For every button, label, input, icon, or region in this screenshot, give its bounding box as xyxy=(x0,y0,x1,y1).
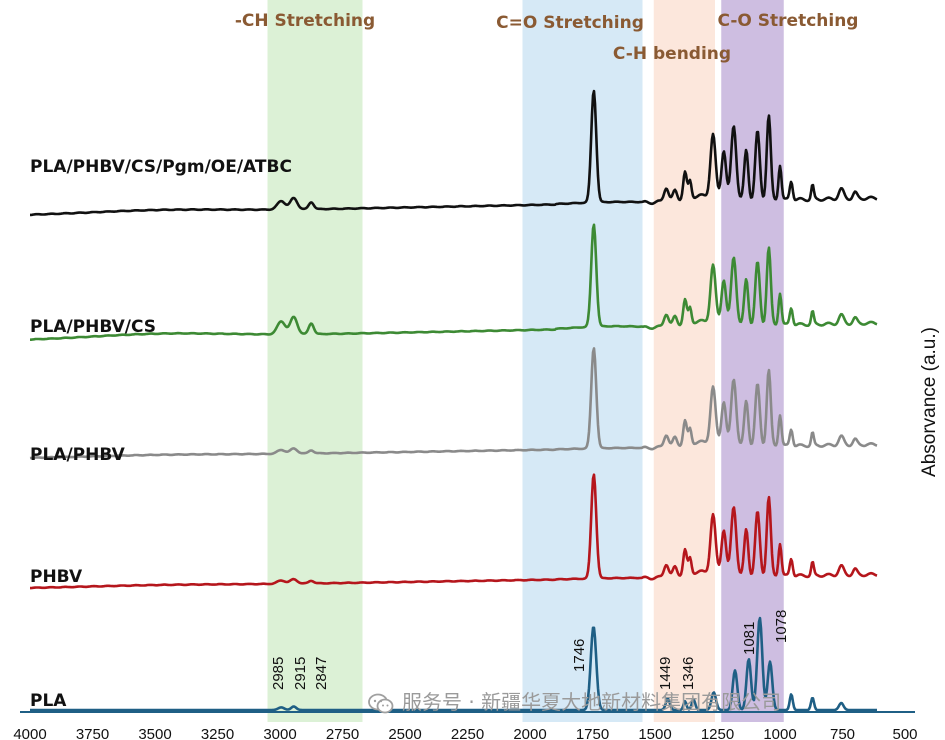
watermark-text: 服务号 · 新疆华夏大地新材料集团有限公司 xyxy=(402,690,782,714)
x-tick-label: 500 xyxy=(892,726,917,740)
band-2 xyxy=(522,0,643,722)
series-label-5: PLA xyxy=(30,691,67,711)
x-tick-label: 4000 xyxy=(13,726,46,740)
series-line-5 xyxy=(29,616,878,712)
band-label-2: C=O Stretching xyxy=(496,13,644,33)
x-tick-label: 1750 xyxy=(576,726,609,740)
x-tick-label: 3250 xyxy=(201,726,234,740)
peak-label-6: 1346 xyxy=(680,657,697,690)
y-axis-label: Absorvance (a.u.) xyxy=(919,327,940,477)
x-tick-label: 2250 xyxy=(451,726,484,740)
band-label-1: -CH Stretching xyxy=(235,11,375,31)
peak-label-3: 2847 xyxy=(313,657,330,690)
band-3 xyxy=(653,0,715,722)
band-1 xyxy=(267,0,363,722)
peak-label-4: 1746 xyxy=(571,639,588,672)
series-line-1 xyxy=(29,89,878,217)
band-label-4: C-O Stretching xyxy=(718,11,859,31)
band-layer xyxy=(267,0,784,722)
x-tick-label: 750 xyxy=(830,726,855,740)
series-line-2 xyxy=(29,223,878,341)
x-tick-label: 1500 xyxy=(638,726,671,740)
peak-label-7: 1081 xyxy=(741,622,758,655)
series-layer xyxy=(29,89,878,712)
series-line-3 xyxy=(29,347,878,460)
peak-label-5: 1449 xyxy=(657,657,674,690)
x-tick-label: 2000 xyxy=(513,726,546,740)
watermark: 服务号 · 新疆华夏大地新材料集团有限公司 xyxy=(368,686,781,715)
x-tick-label: 1000 xyxy=(763,726,796,740)
label-layer: -CH Stretching C=O Stretching C-H bending C… xyxy=(30,11,858,711)
x-tick-label: 3750 xyxy=(76,726,109,740)
band-4 xyxy=(721,0,784,722)
series-label-3: PLA/PHBV xyxy=(30,445,126,465)
x-tick-label: 2500 xyxy=(388,726,421,740)
band-label-3: C-H bending xyxy=(613,44,731,64)
wechat-icon xyxy=(368,693,394,713)
peak-label-2: 2915 xyxy=(292,657,309,690)
x-tick-label: 3000 xyxy=(263,726,296,740)
x-axis: 4000 3750 3500 3250 3000 2750 2500 2250 2000 1750… xyxy=(13,711,918,740)
series-label-2: PLA/PHBV/CS xyxy=(30,317,156,337)
x-tick-label: 2750 xyxy=(326,726,359,740)
peak-label-1: 2985 xyxy=(270,657,287,690)
series-label-1: PLA/PHBV/CS/Pgm/OE/ATBC xyxy=(30,157,292,177)
peak-label-8: 1078 xyxy=(773,610,790,643)
series-line-4 xyxy=(29,473,878,590)
series-label-4: PHBV xyxy=(30,567,83,587)
x-tick-label: 1250 xyxy=(701,726,734,740)
x-tick-label: 3500 xyxy=(138,726,171,740)
